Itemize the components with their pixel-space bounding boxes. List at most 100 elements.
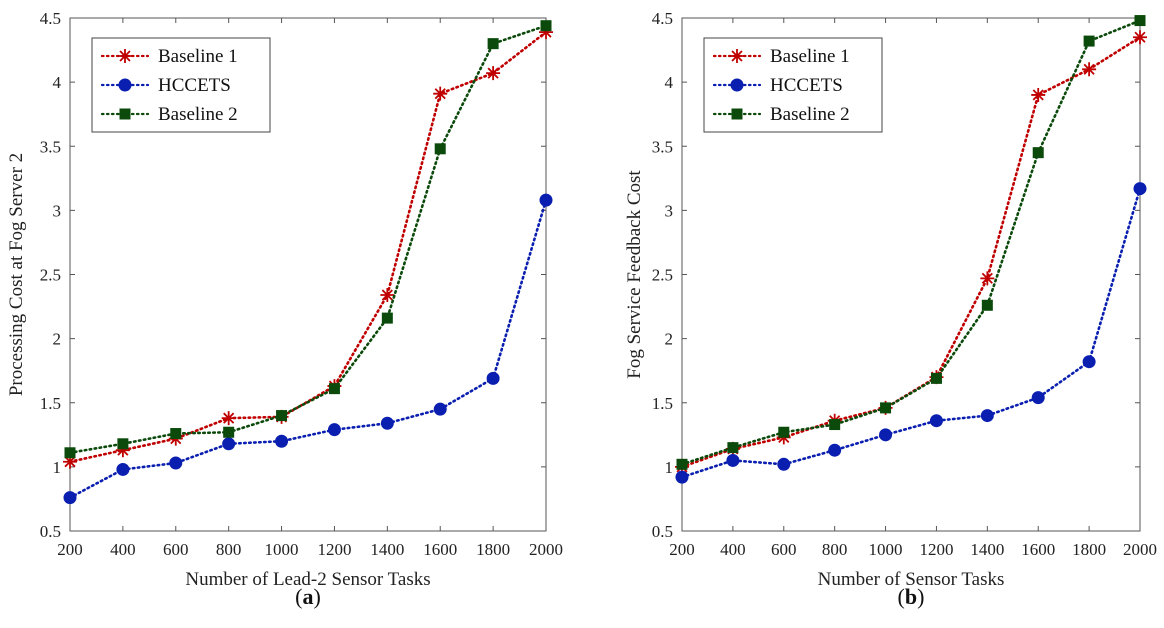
legend-label: Baseline 2: [158, 104, 238, 125]
legend-label: HCCETS: [770, 75, 843, 96]
data-point: [1134, 15, 1146, 27]
data-point: [63, 491, 77, 505]
y-tick-label: 1: [53, 458, 62, 477]
y-tick-label: 4: [665, 73, 674, 92]
y-axis-label: Processing Cost at Fog Server 2: [6, 153, 27, 396]
data-point: [778, 426, 790, 438]
y-tick-label: 0.5: [652, 522, 673, 541]
x-tick-label: 2000: [1123, 540, 1157, 559]
series-line: [68, 24, 548, 455]
data-point: [223, 426, 235, 438]
y-tick-label: 3: [53, 201, 62, 220]
data-point: [434, 143, 446, 155]
data-point: [1032, 147, 1044, 159]
series-hccets: [63, 193, 553, 505]
data-point: [828, 443, 842, 457]
x-axis-label: Number of Lead-2 Sensor Tasks: [185, 569, 430, 590]
x-tick-label: 1000: [265, 540, 299, 559]
data-point: [115, 443, 130, 458]
data-point: [64, 447, 76, 459]
data-point: [117, 438, 129, 450]
data-point: [380, 416, 394, 430]
data-point: [929, 414, 943, 428]
data-point: [1133, 30, 1147, 45]
y-tick-label: 3.5: [652, 137, 673, 156]
data-point: [433, 402, 447, 416]
data-point: [275, 434, 289, 448]
data-point: [1031, 87, 1046, 102]
legend-label: Baseline 1: [158, 46, 238, 67]
x-tick-label: 1000: [869, 540, 903, 559]
legend-marker: [730, 78, 744, 92]
data-point: [169, 456, 183, 470]
data-point: [170, 428, 182, 440]
y-tick-label: 1.5: [652, 394, 673, 413]
y-tick-label: 2: [665, 330, 674, 349]
data-point: [1133, 182, 1147, 196]
x-tick-label: 1200: [317, 540, 351, 559]
data-point: [675, 470, 689, 484]
series-baseline-2: [676, 15, 1146, 470]
x-tick-label: 1600: [423, 540, 457, 559]
data-point: [727, 442, 739, 454]
data-point: [829, 419, 841, 431]
x-tick-label: 1400: [970, 540, 1004, 559]
legend-label: Baseline 1: [770, 46, 850, 67]
data-point: [539, 25, 553, 40]
legend-marker: [118, 78, 132, 92]
data-point: [63, 454, 77, 469]
legend-label: HCCETS: [158, 75, 231, 96]
legend-label: Baseline 2: [770, 104, 850, 125]
series-line: [68, 30, 548, 464]
x-tick-label: 800: [216, 540, 242, 559]
x-axis-label: Number of Sensor Tasks: [818, 569, 1005, 590]
y-tick-label: 2.5: [652, 266, 673, 285]
y-tick-label: 4.5: [40, 9, 61, 28]
chart-panel-a: 200 400 600 800 1000 1200 1400 1600 1800 2000 0.5 1…: [6, 9, 563, 609]
x-tick-label: 1200: [919, 540, 953, 559]
data-point: [1083, 35, 1095, 47]
x-tick-label: 1600: [1021, 540, 1055, 559]
data-point: [276, 410, 288, 422]
data-point: [539, 193, 553, 207]
y-tick-label: 4.5: [652, 9, 673, 28]
legend-marker: [731, 108, 743, 120]
data-point: [980, 271, 995, 286]
y-tick-label: 1.5: [40, 394, 61, 413]
x-tick-label: 600: [163, 540, 189, 559]
x-tick-label: 400: [720, 540, 746, 559]
data-point: [328, 383, 340, 395]
data-point: [327, 423, 341, 437]
series-hccets: [675, 182, 1147, 484]
x-tick-label: 1800: [1072, 540, 1106, 559]
data-point: [433, 86, 448, 101]
series-line: [680, 19, 1142, 466]
panel-caption: (b): [898, 584, 925, 609]
data-point: [486, 66, 501, 81]
y-axis-label: Fog Service Feedback Cost: [624, 170, 645, 379]
data-point: [222, 437, 236, 451]
chart-panel-b: 200 400 600 800 1000 1200 1400 1600 1800 2000 0.5 1…: [624, 9, 1157, 609]
x-tick-label: 200: [57, 540, 83, 559]
data-point: [486, 371, 500, 385]
data-point: [1082, 62, 1097, 77]
series-line: [680, 187, 1142, 479]
data-point: [116, 462, 130, 476]
y-tick-label: 3.5: [40, 137, 61, 156]
series-line: [68, 198, 548, 499]
legend-marker: [119, 108, 131, 120]
y-tick-label: 0.5: [40, 522, 61, 541]
legend: Baseline 1 HCCETS Baseline 2: [91, 37, 271, 133]
data-point: [880, 402, 892, 414]
y-tick-label: 1: [665, 458, 674, 477]
x-tick-label: 400: [110, 540, 136, 559]
data-point: [540, 20, 552, 32]
y-tick-label: 2: [53, 330, 62, 349]
legend: Baseline 1 HCCETS Baseline 2: [703, 37, 883, 133]
data-point: [221, 411, 236, 426]
legend-marker: [118, 49, 132, 63]
data-point: [777, 457, 791, 471]
x-tick-label: 1400: [370, 540, 404, 559]
x-tick-label: 600: [771, 540, 797, 559]
